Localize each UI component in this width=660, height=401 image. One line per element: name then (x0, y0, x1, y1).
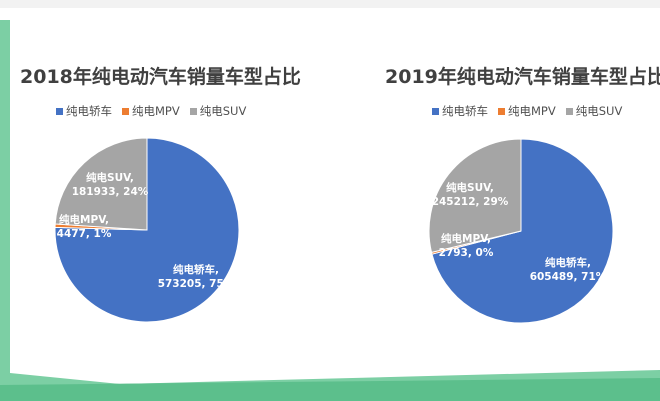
slice-suv (54, 137, 148, 231)
legend-swatch-sedan (432, 107, 439, 115)
legend-swatch-suv (189, 107, 197, 115)
legend-label-sedan: 纯电轿车 (66, 104, 112, 118)
chart-title-2019: 2019年纯电动汽车销量车型占比 (385, 66, 660, 88)
data-label-sedan: 纯电轿车, 573205, 75% (158, 263, 235, 290)
data-label-mpv: 纯电MPV, 2793, 0% (439, 232, 494, 259)
legend-swatch-mpv (122, 107, 129, 115)
legend-label-mpv: 纯电MPV (132, 104, 180, 118)
slice-sedan (431, 138, 614, 324)
legend-label-mpv: 纯电MPV (508, 104, 556, 118)
legend-item-sedan: 纯电轿车 (432, 103, 488, 119)
chart-title-2018: 2018年纯电动汽车销量车型占比 (20, 66, 301, 88)
legend-swatch-suv (565, 107, 573, 115)
legend-label-suv: 纯电SUV (199, 104, 247, 118)
slice-suv (428, 138, 522, 253)
legend-2019: 纯电轿车 纯电MPV 纯电SUV (432, 103, 632, 119)
legend-2018: 纯电轿车 纯电MPV 纯电SUV (56, 103, 256, 119)
data-label-sedan: 纯电轿车, 605489, 71% (530, 256, 607, 283)
data-label-mpv: 纯电MPV, 4477, 1% (57, 213, 112, 240)
legend-item-suv: 纯电SUV (189, 103, 247, 119)
data-label-suv: 纯电SUV, 181933, 24% (72, 171, 149, 198)
pie-chart-1: 纯电轿车, 605489, 71% 纯电MPV, 2793, 0% 纯电SUV, 2452… (428, 138, 614, 324)
legend-swatch-mpv (498, 107, 505, 115)
legend-item-mpv: 纯电MPV (122, 103, 180, 119)
left-green-bar (0, 20, 10, 401)
pie-chart-0: 纯电轿车, 573205, 75% 纯电MPV, 4477, 1% 纯电SUV, 1819… (54, 137, 240, 323)
legend-swatch-sedan (56, 107, 63, 115)
legend-item-sedan: 纯电轿车 (56, 103, 112, 119)
data-label-suv: 纯电SUV, 245212, 29% (432, 181, 509, 208)
legend-item-mpv: 纯电MPV (498, 103, 556, 119)
legend-label-sedan: 纯电轿车 (442, 104, 488, 118)
legend-label-suv: 纯电SUV (575, 104, 623, 118)
legend-item-suv: 纯电SUV (565, 103, 623, 119)
